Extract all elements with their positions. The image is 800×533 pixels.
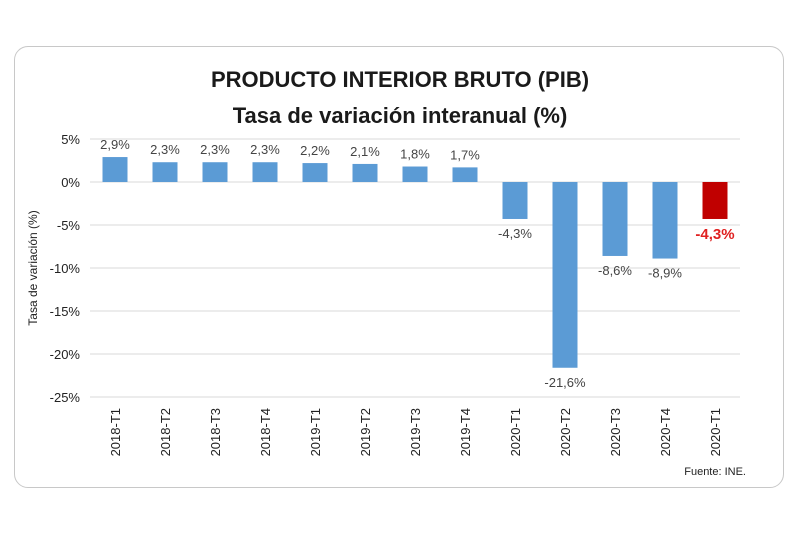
data-label: 2,2%	[300, 143, 330, 158]
data-labels: 2,9% 2,3% 2,3% 2,3% 2,2% 2,1% 1,8% 1,7% -4,3% -21…	[100, 137, 734, 390]
y-tick-labels: 5% 0% -5% -10% -15% -20% -25%	[50, 132, 81, 405]
data-label: -8,9%	[648, 266, 682, 281]
bar	[302, 163, 328, 182]
chart-subtitle: Tasa de variación interanual (%)	[233, 103, 568, 128]
bar	[602, 182, 628, 256]
y-tick-label: -15%	[50, 304, 81, 319]
chart-frame	[14, 46, 784, 488]
data-label: 2,9%	[100, 137, 130, 152]
x-tick-labels: 2018-T1 2018-T2 2018-T3 2018-T4 2019-T1 2019-…	[108, 408, 723, 456]
data-label: 1,7%	[450, 147, 480, 162]
x-tick-label: 2020-T2	[558, 408, 573, 456]
x-tick-label: 2018-T2	[158, 408, 173, 456]
bar	[352, 163, 378, 182]
bar	[152, 162, 178, 182]
bar	[452, 167, 478, 182]
data-label: 2,3%	[250, 142, 280, 157]
bar	[202, 162, 228, 182]
x-tick-label: 2019-T4	[458, 408, 473, 456]
y-tick-label: -25%	[50, 390, 81, 405]
data-label: 2,3%	[200, 142, 230, 157]
x-tick-label: 2018-T1	[108, 408, 123, 456]
bar-highlight	[702, 182, 728, 219]
x-tick-label: 2020-T1	[508, 408, 523, 456]
y-tick-label: 0%	[61, 175, 80, 190]
bar	[502, 182, 528, 219]
bar	[252, 162, 278, 182]
x-tick-label: 2020-T1	[708, 408, 723, 456]
data-label: 1,8%	[400, 147, 430, 162]
data-label: 2,3%	[150, 142, 180, 157]
x-tick-label: 2020-T3	[608, 408, 623, 456]
x-tick-label: 2019-T1	[308, 408, 323, 456]
bars	[102, 157, 728, 368]
chart-title: PRODUCTO INTERIOR BRUTO (PIB)	[211, 67, 589, 92]
bar	[652, 182, 678, 259]
y-tick-label: -10%	[50, 261, 81, 276]
bar	[102, 157, 128, 182]
y-tick-label: 5%	[61, 132, 80, 147]
data-label: 2,1%	[350, 144, 380, 159]
y-tick-label: -20%	[50, 347, 81, 362]
bar	[402, 166, 428, 182]
data-label: -4,3%	[498, 226, 532, 241]
y-tick-label: -5%	[57, 218, 81, 233]
bar	[552, 182, 578, 368]
gridlines	[90, 138, 740, 398]
x-tick-label: 2019-T3	[408, 408, 423, 456]
y-axis-label: Tasa de variación (%)	[26, 210, 40, 325]
data-label: -4,3%	[695, 226, 734, 243]
source-note: Fuente: INE.	[684, 466, 746, 478]
data-label: -21,6%	[544, 375, 586, 390]
data-label: -8,6%	[598, 263, 632, 278]
x-tick-label: 2018-T4	[258, 408, 273, 456]
x-tick-label: 2018-T3	[208, 408, 223, 456]
x-tick-label: 2019-T2	[358, 408, 373, 456]
x-tick-label: 2020-T4	[658, 408, 673, 456]
